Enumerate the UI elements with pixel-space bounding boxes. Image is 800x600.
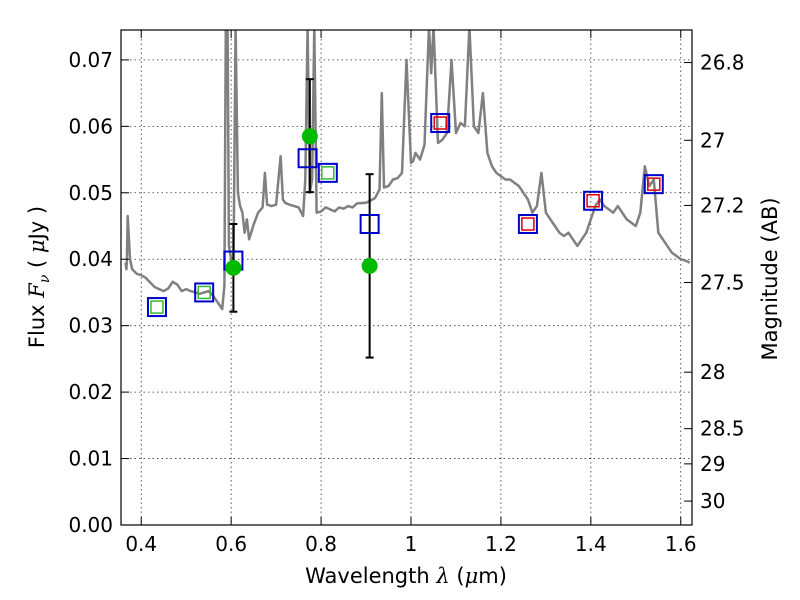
x-tick-label: 0.8 xyxy=(305,532,337,556)
filter-photometry-box xyxy=(321,166,335,180)
x-tick-label: 1 xyxy=(405,532,418,556)
x-tick-label: 1.2 xyxy=(485,532,517,556)
plot-area xyxy=(124,30,691,359)
y2-tick-label: 26.8 xyxy=(700,51,745,75)
y2-axis-title: Magnitude (AB) xyxy=(758,197,782,360)
filter-photometry-box xyxy=(586,194,600,208)
grid-lines xyxy=(121,30,692,526)
y-tick-label: 0.04 xyxy=(68,247,113,271)
y-tick-label: 0.01 xyxy=(68,447,113,471)
y-tick-label: 0.02 xyxy=(68,380,113,404)
model-photometry-box xyxy=(146,297,167,318)
observed-flux-point xyxy=(225,259,242,276)
y2-tick-label: 28.5 xyxy=(700,417,745,441)
filter-photometry-box xyxy=(433,116,447,130)
y-tick-label: 0.05 xyxy=(68,181,113,205)
y2-tick-label: 28 xyxy=(700,360,725,384)
y2-tick-label: 27 xyxy=(700,128,725,152)
x-axis-title: Wavelength λ (μm) xyxy=(305,564,507,588)
filter-photometry-box xyxy=(521,217,535,231)
plot-frame xyxy=(120,29,693,526)
model-photometry-box xyxy=(359,214,380,235)
model-spectrum-line xyxy=(124,30,691,311)
y-tick-label: 0.03 xyxy=(68,314,113,338)
y2-tick-label: 27.5 xyxy=(700,270,745,294)
model-photometry-box xyxy=(643,174,664,195)
y-tick-label: 0.07 xyxy=(68,48,113,72)
model-photometry-box xyxy=(583,190,604,211)
x-tick-label: 0.4 xyxy=(125,532,157,556)
observed-flux-point xyxy=(361,257,378,274)
filter-photometry-box xyxy=(150,300,164,314)
observed-flux-point xyxy=(301,128,318,145)
model-photometry-box xyxy=(297,148,318,169)
y2-tick-label: 29 xyxy=(700,452,725,476)
model-photometry-box xyxy=(317,162,338,183)
x-tick-label: 0.6 xyxy=(215,532,247,556)
y-tick-label: 0.00 xyxy=(68,513,113,537)
observed-points xyxy=(225,128,378,276)
error-bars xyxy=(229,78,374,359)
filter-photometry-box xyxy=(197,285,211,300)
axis-ticks: 0.4 0.6 0.8 1 1.2 1.4 1.6 0.00 0.01 0.02 0.03 0.04 0… xyxy=(68,30,745,556)
model-photometry-box xyxy=(430,113,451,134)
y2-tick-label: 27.2 xyxy=(700,193,745,217)
x-tick-label: 1.6 xyxy=(665,532,697,556)
x-tick-label: 1.4 xyxy=(575,532,607,556)
y-axis-title: Flux Fν ( μJy ) xyxy=(25,206,54,348)
y2-tick-label: 30 xyxy=(700,489,725,513)
y-tick-label: 0.06 xyxy=(68,114,113,138)
filter-photometry-box xyxy=(647,177,661,191)
model-photometry-box xyxy=(194,282,215,303)
model-photometry-box xyxy=(517,214,538,235)
